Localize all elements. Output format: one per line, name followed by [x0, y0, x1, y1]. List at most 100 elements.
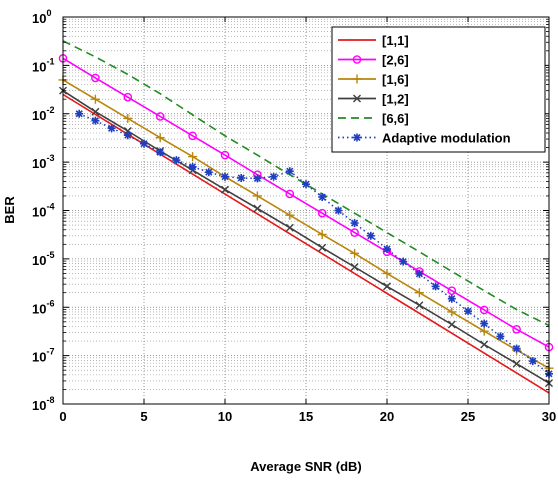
- data-point: [107, 124, 116, 133]
- data-point: [91, 73, 100, 83]
- data-point: [123, 92, 133, 102]
- data-point: [415, 301, 424, 310]
- legend: [1,1] [2,6] [1,6] [1,2] [6,6] Adaptive modula…: [331, 26, 546, 153]
- data-point: [350, 228, 359, 237]
- data-point: [188, 162, 197, 171]
- x-tick-label: 25: [461, 409, 475, 424]
- data-point: [285, 189, 295, 199]
- data-point: [155, 112, 165, 121]
- legend-label: Adaptive modulation: [382, 131, 511, 146]
- data-point: [479, 305, 489, 315]
- data-point: [318, 193, 327, 202]
- data-point: [512, 359, 521, 368]
- data-point: [383, 282, 391, 291]
- series-6-6: [62, 40, 550, 327]
- data-point: [90, 94, 100, 104]
- data-point: [480, 319, 489, 328]
- legend-label: [1,6]: [382, 72, 409, 87]
- data-point: [253, 174, 262, 183]
- data-point: [350, 248, 360, 258]
- y-axis-label: BER: [2, 196, 17, 224]
- data-point: [447, 320, 456, 329]
- legend-label: [1,2]: [382, 92, 409, 107]
- data-point: [496, 332, 505, 341]
- y-tick-label: 10-1: [32, 56, 54, 74]
- grid: [63, 17, 549, 404]
- data-point: [91, 107, 100, 116]
- data-point: [479, 326, 489, 336]
- data-point: [353, 94, 361, 103]
- ticks: 0 5 10 15 20 25 30 10-8 10-7 10-6 10-5 10-4 10-3 10-2…: [32, 8, 556, 424]
- data-point: [269, 172, 278, 181]
- data-point: [285, 210, 295, 220]
- data-point: [155, 133, 165, 143]
- data-point: [140, 139, 148, 148]
- y-tick-label: 10-5: [32, 250, 54, 268]
- data-point: [480, 340, 489, 349]
- data-point: [237, 173, 246, 182]
- y-tick-label: 100: [32, 8, 51, 26]
- legend-label: [1,1]: [382, 33, 409, 48]
- data-point: [352, 74, 362, 84]
- data-point: [317, 208, 327, 218]
- data-point: [464, 307, 472, 316]
- data-point: [447, 286, 457, 295]
- series-layer: [58, 40, 554, 394]
- data-point: [252, 191, 262, 201]
- x-tick-label: 0: [59, 409, 66, 424]
- data-point: [512, 325, 521, 334]
- legend-entry: [1,2]: [338, 92, 409, 107]
- y-tick-label: 10-6: [32, 298, 54, 316]
- data-point: [431, 282, 440, 291]
- data-point: [383, 245, 391, 254]
- x-tick-label: 15: [299, 409, 313, 424]
- data-point: [123, 131, 132, 140]
- data-point: [188, 152, 198, 162]
- data-point: [415, 269, 424, 278]
- data-point: [172, 156, 181, 165]
- x-tick-label: 5: [140, 409, 147, 424]
- series-adaptive-modulation: [75, 109, 553, 378]
- data-point: [221, 172, 229, 181]
- y-tick-label: 10-8: [32, 395, 54, 413]
- data-point: [156, 148, 165, 157]
- legend-entry: [6,6]: [338, 111, 409, 126]
- legend-entry: [1,6]: [338, 72, 409, 87]
- legend-label: [2,6]: [382, 53, 409, 68]
- series-line: [62, 57, 550, 348]
- data-point: [75, 109, 84, 118]
- data-point: [353, 133, 361, 142]
- data-point: [366, 231, 375, 240]
- y-tick-label: 10-2: [32, 105, 54, 123]
- data-point: [318, 243, 327, 252]
- x-tick-label: 30: [542, 409, 556, 424]
- data-point: [334, 206, 343, 215]
- data-point: [317, 229, 327, 239]
- data-point: [221, 185, 229, 194]
- data-point: [512, 344, 521, 353]
- data-point: [188, 131, 197, 141]
- legend-box: [331, 26, 546, 153]
- legend-entry: Adaptive modulation: [338, 131, 511, 146]
- x-tick-label: 20: [380, 409, 394, 424]
- series-line: [62, 79, 550, 369]
- data-point: [220, 150, 230, 160]
- data-point: [123, 113, 133, 123]
- data-point: [302, 180, 310, 189]
- data-point: [350, 219, 359, 228]
- y-tick-label: 10-7: [32, 347, 54, 365]
- series-line: [62, 40, 550, 327]
- y-tick-label: 10-4: [32, 202, 54, 220]
- x-tick-label: 10: [218, 409, 232, 424]
- legend-entry: [1,1]: [338, 33, 409, 48]
- data-point: [447, 294, 456, 303]
- data-point: [352, 55, 362, 64]
- x-axis-label: Average SNR (dB): [250, 459, 361, 474]
- data-point: [447, 307, 457, 317]
- data-point: [253, 204, 262, 213]
- legend-label: [6,6]: [382, 111, 409, 126]
- legend-entry: [2,6]: [338, 53, 409, 68]
- data-point: [204, 168, 213, 177]
- data-point: [414, 288, 424, 298]
